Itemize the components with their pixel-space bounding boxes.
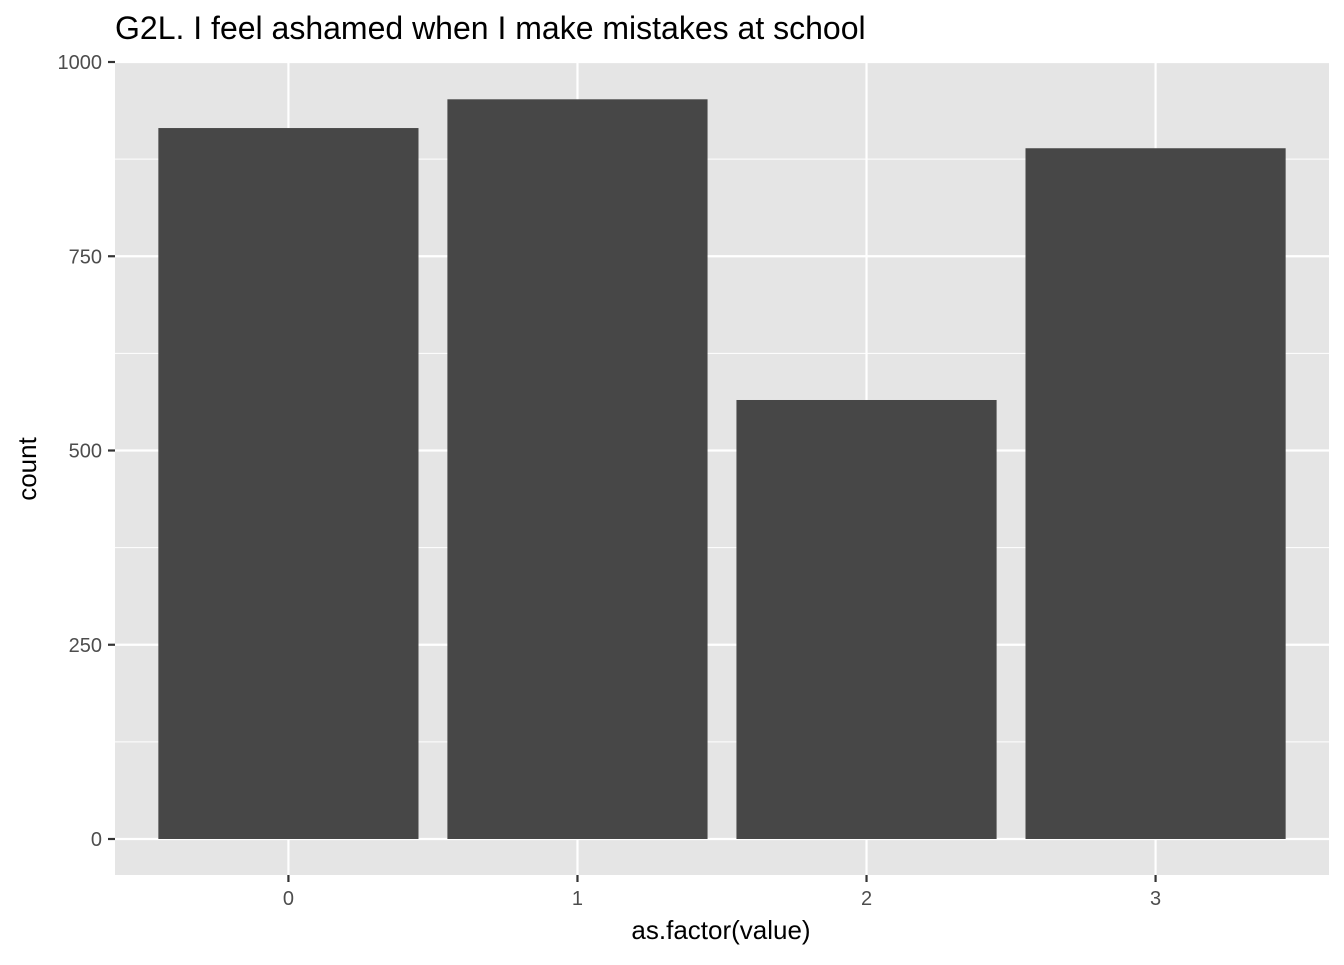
x-axis: 0 1 2 3 <box>283 875 1161 910</box>
x-tick-label: 2 <box>861 888 872 910</box>
bar-1 <box>447 99 708 839</box>
y-tick-label: 750 <box>69 246 102 268</box>
chart-title: G2L. I feel ashamed when I make mistakes… <box>115 10 866 46</box>
x-tick-label: 1 <box>572 888 583 910</box>
x-tick-label: 0 <box>283 888 294 910</box>
y-tick-label: 1000 <box>58 52 103 74</box>
bar-2 <box>736 399 997 839</box>
y-tick-label: 0 <box>91 829 102 851</box>
y-axis: 0 250 500 750 1000 <box>58 52 115 851</box>
y-tick-label: 250 <box>69 635 102 657</box>
bar-0 <box>158 128 419 840</box>
x-tick-label: 3 <box>1150 888 1161 910</box>
bars <box>158 99 1286 840</box>
x-axis-title: as.factor(value) <box>631 915 810 945</box>
y-axis-title: count <box>12 436 42 500</box>
y-tick-label: 500 <box>69 441 102 463</box>
bar-3 <box>1025 148 1286 839</box>
